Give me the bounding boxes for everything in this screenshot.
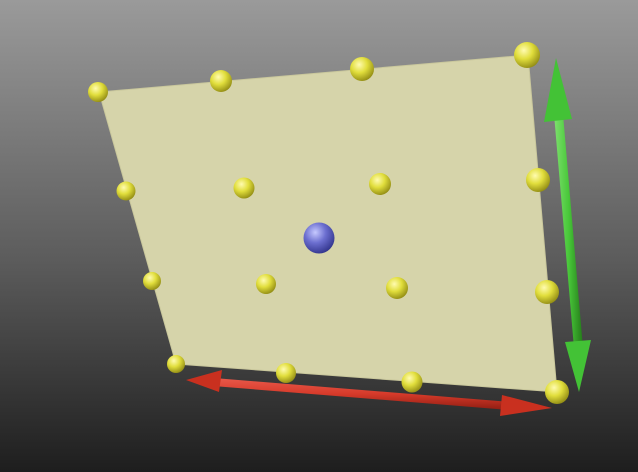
control-point[interactable]: [545, 380, 569, 404]
control-point[interactable]: [350, 57, 374, 81]
control-point[interactable]: [116, 181, 136, 201]
control-point[interactable]: [514, 42, 540, 68]
y-axis-arrow[interactable]: [544, 58, 591, 392]
y-axis-head-bottom[interactable]: [565, 340, 591, 392]
control-point[interactable]: [256, 274, 276, 294]
control-point[interactable]: [386, 277, 408, 299]
control-point[interactable]: [233, 177, 255, 199]
y-axis-head-top[interactable]: [544, 58, 572, 122]
control-point[interactable]: [276, 363, 296, 383]
control-point[interactable]: [401, 371, 423, 393]
x-axis-shaft[interactable]: [213, 378, 510, 410]
x-axis-head-left[interactable]: [186, 370, 222, 392]
control-point[interactable]: [88, 82, 108, 102]
control-point[interactable]: [535, 280, 559, 304]
control-point[interactable]: [143, 272, 161, 290]
control-point[interactable]: [210, 70, 232, 92]
control-point[interactable]: [526, 168, 550, 192]
center-handle[interactable]: [303, 222, 335, 254]
x-axis-head-right[interactable]: [500, 395, 552, 416]
x-axis-arrow[interactable]: [186, 370, 552, 416]
control-point[interactable]: [369, 173, 391, 195]
y-axis-shaft[interactable]: [554, 114, 583, 348]
control-points[interactable]: [88, 42, 569, 404]
control-point[interactable]: [167, 355, 185, 373]
